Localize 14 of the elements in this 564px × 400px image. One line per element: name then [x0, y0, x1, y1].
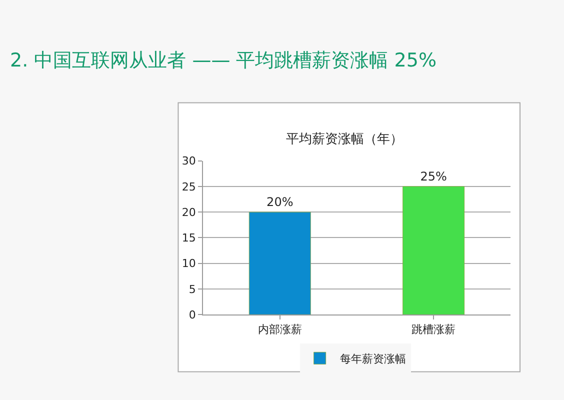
chart-subtitle: 平均薪资涨幅（年）	[286, 132, 403, 147]
legend-label: 每年薪资涨幅	[340, 352, 406, 366]
data-label: 25%	[420, 169, 447, 184]
data-label: 20%	[266, 195, 294, 210]
chart-title: 2. 中国互联网从业者 —— 平均跳槽薪资涨幅 25%	[10, 50, 437, 72]
y-tick-label: 10	[182, 257, 196, 270]
y-tick-label: 25	[182, 180, 196, 194]
y-tick-label: 20	[182, 206, 196, 219]
x-tick-label: 跳槽涨薪	[412, 322, 456, 336]
y-tick-label: 30	[182, 154, 196, 168]
y-tick-label: 0	[188, 308, 196, 322]
x-tick-label: 内部涨薪	[258, 322, 302, 336]
y-tick-label: 5	[188, 282, 196, 296]
y-tick-label: 15	[182, 232, 196, 245]
